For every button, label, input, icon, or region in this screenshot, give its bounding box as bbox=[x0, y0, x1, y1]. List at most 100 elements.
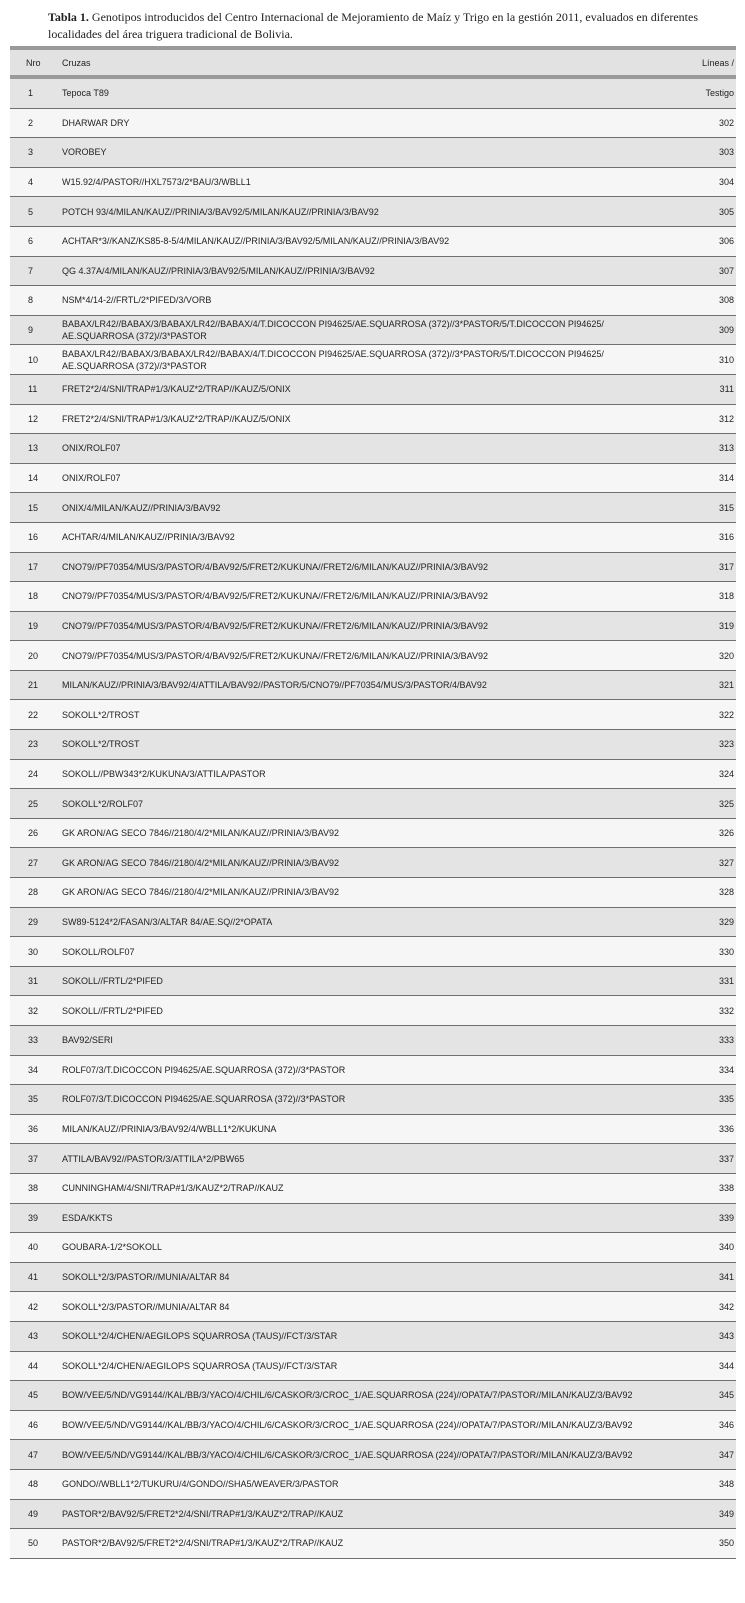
table-row: 45 BOW/VEE/5/ND/VG9144//KAL/BB/3/YACO/4/C… bbox=[10, 1381, 736, 1411]
cell-nro: 45 bbox=[28, 1390, 39, 1401]
cell-cruza: SOKOLL*2/TROST bbox=[62, 709, 140, 720]
cell-nro: 18 bbox=[28, 591, 39, 602]
cell-cruza: GK ARON/AG SECO 7846//2180/4/2*MILAN/KAU… bbox=[62, 828, 339, 839]
cell-nro: 32 bbox=[28, 1005, 39, 1016]
cell-lineas: 306 bbox=[718, 236, 734, 247]
table-row: 21 MILAN/KAUZ//PRINIA/3/BAV92/4/ATTILA/BA… bbox=[10, 670, 736, 701]
table-row: 10 BABAX/LR42//BABAX/3/BABAX/LR42//BABAX/… bbox=[10, 345, 736, 375]
cell-cruza: PASTOR*2/BAV92/5/FRET2*2/4/SNI/TRAP#1/3/… bbox=[62, 1538, 344, 1549]
cell-lineas: 316 bbox=[718, 532, 734, 543]
cell-lineas: 326 bbox=[718, 828, 734, 839]
cell-nro: 22 bbox=[28, 709, 39, 720]
table-row: 41 SOKOLL*2/3/PASTOR//MUNIA/ALTAR 84 341 bbox=[10, 1262, 736, 1293]
table-row: 48 GONDO//WBLL1*2/TUKURU/4/GONDO//SHA5/WE… bbox=[10, 1469, 736, 1500]
cell-lineas: 337 bbox=[718, 1153, 734, 1164]
cell-cruza: CNO79//PF70354/MUS/3/PASTOR/4/BAV92/5/FR… bbox=[62, 561, 488, 572]
caption-label: Tabla 1. bbox=[48, 10, 89, 24]
table-row: 17 CNO79//PF70354/MUS/3/PASTOR/4/BAV92/5/… bbox=[10, 552, 736, 583]
table-row: 34 ROLF07/3/T.DICOCCON PI94625/AE.SQUARRO… bbox=[10, 1055, 736, 1086]
cell-nro: 48 bbox=[28, 1479, 39, 1490]
table-row: 13 ONIX/ROLF07 313 bbox=[10, 434, 736, 464]
cell-lineas: 348 bbox=[718, 1479, 734, 1490]
table-row: 33 BAV92/SERI 333 bbox=[10, 1026, 736, 1056]
cell-nro: 33 bbox=[28, 1035, 39, 1046]
table-row: 9 BABAX/LR42//BABAX/3/BABAX/LR42//BABAX/4… bbox=[10, 315, 736, 346]
table-row: 40 GOUBARA-1/2*SOKOLL 340 bbox=[10, 1233, 736, 1263]
cell-nro: 40 bbox=[28, 1242, 39, 1253]
cell-cruza: W15.92/4/PASTOR//HXL7573/2*BAU/3/WBLL1 bbox=[62, 177, 251, 188]
table-row: 18 CNO79//PF70354/MUS/3/PASTOR/4/BAV92/5/… bbox=[10, 582, 736, 612]
cell-cruza: FRET2*2/4/SNI/TRAP#1/3/KAUZ*2/TRAP//KAUZ… bbox=[62, 413, 291, 424]
cell-cruza: ONIX/4/MILAN/KAUZ//PRINIA/3/BAV92 bbox=[62, 502, 221, 513]
cell-cruza: ATTILA/BAV92//PASTOR/3/ATTILA*2/PBW65 bbox=[62, 1153, 245, 1164]
cell-cruza: BOW/VEE/5/ND/VG9144//KAL/BB/3/YACO/4/CHI… bbox=[62, 1420, 633, 1431]
cell-nro: 12 bbox=[28, 413, 39, 424]
cell-nro: 1 bbox=[28, 88, 34, 99]
table-row: 7 QG 4.37A/4/MILAN/KAUZ//PRINIA/3/BAV92/5… bbox=[10, 256, 736, 287]
cell-cruza: BOW/VEE/5/ND/VG9144//KAL/BB/3/YACO/4/CHI… bbox=[62, 1449, 633, 1460]
cell-lineas: 323 bbox=[718, 739, 734, 750]
cell-nro: 17 bbox=[28, 561, 39, 572]
cell-cruza: SOKOLL*2/ROLF07 bbox=[62, 798, 144, 809]
header-nro: Nro bbox=[26, 57, 41, 68]
cell-lineas: 349 bbox=[718, 1508, 734, 1519]
table-row: 22 SOKOLL*2/TROST 322 bbox=[10, 700, 736, 731]
table-row: 49 PASTOR*2/BAV92/5/FRET2*2/4/SNI/TRAP#1/… bbox=[10, 1499, 736, 1530]
cell-nro: 10 bbox=[28, 354, 39, 365]
cell-nro: 19 bbox=[28, 620, 39, 631]
cell-cruza: ESDA/KKTS bbox=[62, 1212, 113, 1223]
cell-nro: 16 bbox=[28, 532, 39, 543]
table-row: 11 FRET2*2/4/SNI/TRAP#1/3/KAUZ*2/TRAP//KA… bbox=[10, 374, 736, 405]
table-row: 19 CNO79//PF70354/MUS/3/PASTOR/4/BAV92/5/… bbox=[10, 611, 736, 642]
table-row: 4 W15.92/4/PASTOR//HXL7573/2*BAU/3/WBLL1 3… bbox=[10, 167, 736, 198]
table-row: 46 BOW/VEE/5/ND/VG9144//KAL/BB/3/YACO/4/C… bbox=[10, 1410, 736, 1441]
cell-lineas: 338 bbox=[718, 1183, 734, 1194]
cell-lineas: 314 bbox=[718, 473, 734, 484]
cell-cruza: GK ARON/AG SECO 7846//2180/4/2*MILAN/KAU… bbox=[62, 887, 339, 898]
cell-lineas: 334 bbox=[718, 1064, 734, 1075]
cell-cruza: QG 4.37A/4/MILAN/KAUZ//PRINIA/3/BAV92/5/… bbox=[62, 265, 375, 276]
table-row: 2 DHARWAR DRY 302 bbox=[10, 108, 736, 139]
table-row: 24 SOKOLL//PBW343*2/KUKUNA/3/ATTILA/PASTO… bbox=[10, 759, 736, 790]
cell-lineas: 319 bbox=[718, 620, 734, 631]
cell-lineas: 330 bbox=[718, 946, 734, 957]
cell-cruza: SOKOLL//FRTL/2*PIFED bbox=[62, 976, 163, 987]
cell-nro: 34 bbox=[28, 1064, 39, 1075]
cell-lineas: 303 bbox=[718, 147, 734, 158]
cell-nro: 46 bbox=[28, 1420, 39, 1431]
cell-nro: 4 bbox=[28, 177, 34, 188]
cell-lineas: 344 bbox=[718, 1360, 734, 1371]
table-row: 26 GK ARON/AG SECO 7846//2180/4/2*MILAN/K… bbox=[10, 818, 736, 849]
cell-lineas: 347 bbox=[718, 1449, 734, 1460]
cell-cruza: ROLF07/3/T.DICOCCON PI94625/AE.SQUARROSA… bbox=[62, 1094, 346, 1105]
table-body: 1 Tepoca T89 Testigo 2 DHARWAR DRY 302 3 VOROBE… bbox=[10, 79, 736, 1559]
cell-nro: 36 bbox=[28, 1124, 39, 1135]
cell-cruza: PASTOR*2/BAV92/5/FRET2*2/4/SNI/TRAP#1/3/… bbox=[62, 1508, 344, 1519]
table-row: 35 ROLF07/3/T.DICOCCON PI94625/AE.SQUARRO… bbox=[10, 1085, 736, 1115]
cell-nro: 27 bbox=[28, 857, 39, 868]
cell-lineas: 350 bbox=[718, 1538, 734, 1549]
cell-nro: 11 bbox=[28, 384, 38, 395]
cell-nro: 8 bbox=[28, 295, 34, 306]
table-row: 32 SOKOLL//FRTL/2*PIFED 332 bbox=[10, 996, 736, 1026]
cell-nro: 44 bbox=[28, 1360, 39, 1371]
cell-nro: 29 bbox=[28, 916, 39, 927]
cell-lineas: 307 bbox=[718, 265, 734, 276]
cell-lineas: 339 bbox=[718, 1212, 734, 1223]
cell-nro: 7 bbox=[28, 265, 34, 276]
cell-cruza: Tepoca T89 bbox=[62, 88, 109, 99]
table-row: 1 Tepoca T89 Testigo bbox=[10, 79, 736, 109]
cell-nro: 9 bbox=[28, 325, 34, 336]
cell-cruza: ONIX/ROLF07 bbox=[62, 473, 121, 484]
cell-nro: 43 bbox=[28, 1331, 39, 1342]
cell-nro: 42 bbox=[28, 1301, 39, 1312]
cell-cruza: DHARWAR DRY bbox=[62, 117, 130, 128]
cell-cruza: SOKOLL*2/4/CHEN/AEGILOPS SQUARROSA (TAUS… bbox=[62, 1331, 338, 1342]
table-row: 16 ACHTAR/4/MILAN/KAUZ//PRINIA/3/BAV92 316 bbox=[10, 522, 736, 553]
cell-lineas: 333 bbox=[718, 1035, 734, 1046]
cell-nro: 2 bbox=[28, 117, 34, 128]
cell-lineas: 310 bbox=[718, 354, 734, 365]
cell-nro: 21 bbox=[28, 680, 39, 691]
cell-lineas: 336 bbox=[718, 1124, 734, 1135]
cell-nro: 6 bbox=[28, 236, 34, 247]
